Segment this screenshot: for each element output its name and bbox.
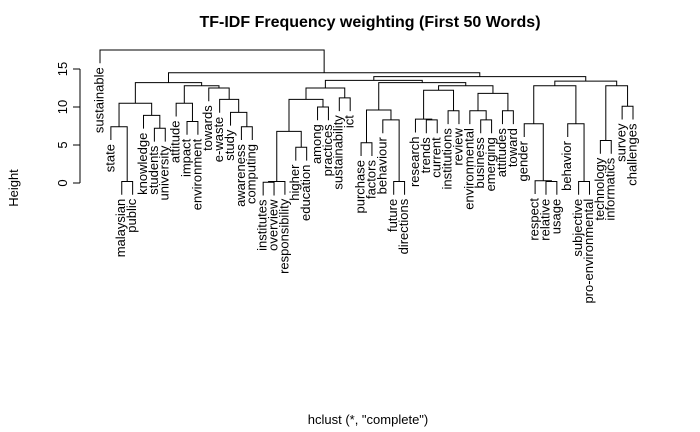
dendrogram-link [477,92,509,111]
leaf-label: research [407,136,422,187]
leaf-label: study [222,129,237,161]
dendrogram-link [554,80,618,86]
leaf-label: future [385,199,400,232]
leaf-label: attitudes [494,128,509,178]
leaf-label: overview [265,199,280,251]
dendrogram-link [268,180,286,195]
dendrogram-link [621,105,634,120]
dendrogram-link [121,180,134,195]
leaf-label: among [309,124,324,164]
y-tick-label: 5 [55,141,70,148]
dendrogram-link [578,180,590,195]
leaf-label: pro-environmental [581,199,596,304]
leaf-label: toward [505,128,520,167]
y-tick-label: 0 [55,179,70,186]
leaf-label: attitude [168,121,183,164]
leaf-label: sustainability [331,115,346,190]
y-tick-label: 10 [55,100,70,114]
leaf-label: factors [363,160,378,200]
dendrogram-link [175,102,193,122]
y-axis-label: Height [6,169,21,207]
leaf-label: awareness [233,144,248,207]
leaf-label: practices [320,124,335,177]
dendrogram-link [324,79,423,88]
dendrogram-link [599,139,612,154]
leaf-label: sustainable [91,67,106,133]
leaf-label: environment [189,138,204,210]
dendrogram-link [317,106,329,121]
leaf-label: education [298,165,313,221]
dendrogram-link [262,181,275,196]
dendrogram-link [480,119,493,134]
leaf-label: relative [537,199,552,241]
leaf-label: current [429,137,444,178]
dendrogram-link [99,49,325,73]
dendrogram-link [469,110,487,125]
leaf-label: survey [614,123,629,162]
dendrogram-link [338,97,351,112]
leaf-label: state [102,144,117,172]
dendrogram-link [423,89,455,120]
leaf-label: public [124,198,139,232]
dendrogram-link [360,142,373,157]
dendrogram-link [230,111,248,127]
leaf-label: technology [592,157,607,220]
leaf-label: e-waste [211,117,226,163]
leaf-label: behaviour [374,137,389,195]
leaf-label: institutions [440,128,455,190]
dendrogram-link [533,85,577,124]
dendrogram-link [501,110,514,125]
dendrogram-link [240,126,253,141]
leaf-label: business [472,137,487,189]
leaf-label: challenges [624,123,639,186]
dendrogram-link [143,114,161,129]
dendrogram-link [438,85,494,94]
leaf-label: towards [200,105,215,151]
dendrogram-link [295,146,308,161]
dendrogram-link [219,98,240,113]
leaf-label: informatics [603,157,618,220]
leaf-label: higher [287,164,302,201]
leaf-label: gender [516,140,531,181]
chart-title: TF-IDF Frequency weighting (First 50 Wor… [199,14,540,31]
dendrogram-link [167,72,481,83]
leaf-label: respect [527,198,542,241]
leaf-label: impact [178,138,193,177]
dendrogram-link [153,127,166,142]
leaf-label: responsibility [276,198,291,274]
leaf-label: knowledge [135,133,150,195]
leaf-label: ict [342,115,357,128]
dendrogram-link [393,180,406,195]
dendrogram-link [378,82,467,111]
dendrogram-link [534,180,552,195]
y-tick-label: 15 [55,62,70,76]
leaf-label: computing [244,144,259,204]
leaf-label: purchase [352,160,367,213]
leaf-label: directions [396,198,411,254]
leaf-label: trends [418,137,433,174]
dendrogram-link [186,120,199,135]
x-axis-label: hclust (*, "complete") [308,412,429,427]
leaf-label: students [146,145,161,195]
dendrogram-link [414,118,433,133]
leaf-label: subjective [570,199,585,257]
leaf-label: behavior [559,140,574,191]
leaf-label: emerging [483,137,498,191]
leaf-label: malaysian [113,199,128,258]
leaf-label: usage [548,199,563,234]
dendrogram-link [447,110,460,125]
dendrogram-link [545,180,558,195]
leaf-label: review [450,128,465,166]
leaf-label: institutes [255,199,270,251]
leaf-label: environmental [461,128,476,210]
leaf-label: university [157,145,172,200]
dendrogram-link [425,119,438,134]
